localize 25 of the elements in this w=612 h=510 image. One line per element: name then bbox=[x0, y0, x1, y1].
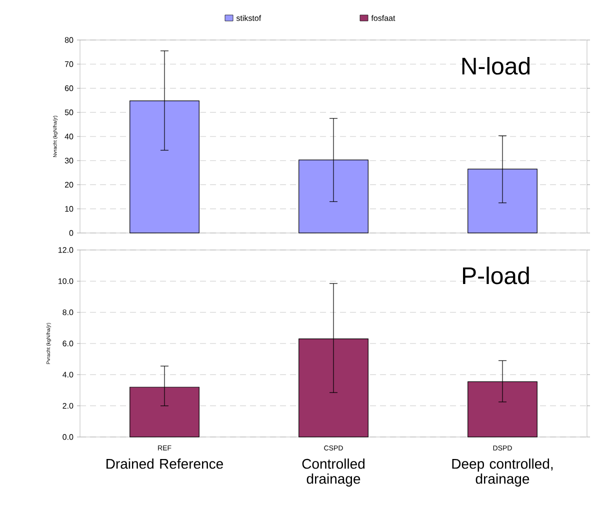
text: Drained Reference bbox=[106, 458, 223, 469]
text: Deep controlled, drainage bbox=[452, 458, 553, 487]
annotation: P-load bbox=[463, 266, 529, 284]
legend-label: stikstof bbox=[236, 15, 262, 21]
y-tick-label: 20 bbox=[64, 182, 74, 188]
bar bbox=[130, 386, 200, 438]
y-tick-label: 30 bbox=[64, 158, 74, 164]
y-tick-label: 0 bbox=[69, 230, 74, 236]
y-tick-label: 70 bbox=[64, 61, 74, 67]
y-tick-label: 80 bbox=[64, 37, 74, 43]
text: Controlled drainage bbox=[302, 458, 364, 487]
y-tick-label: 4.0 bbox=[62, 372, 74, 378]
bar bbox=[468, 381, 538, 438]
y-tick-label: 10 bbox=[65, 206, 74, 212]
annotation: N-load bbox=[462, 57, 530, 75]
y-tick-label: 8.0 bbox=[62, 309, 74, 316]
y-tick-label: 0.0 bbox=[62, 434, 74, 440]
y-tick-label: 6.0 bbox=[62, 340, 74, 346]
y-tick-label: 50 bbox=[64, 110, 74, 116]
legend-label: fosfaat bbox=[371, 15, 396, 21]
y-tick-label: 60 bbox=[64, 85, 74, 92]
y-tick-label: 12.0 bbox=[58, 247, 74, 253]
y-tick-label: 10.0 bbox=[58, 278, 74, 284]
y-tick-label: 40 bbox=[64, 134, 74, 140]
y-tick-label: 2.0 bbox=[62, 402, 74, 409]
